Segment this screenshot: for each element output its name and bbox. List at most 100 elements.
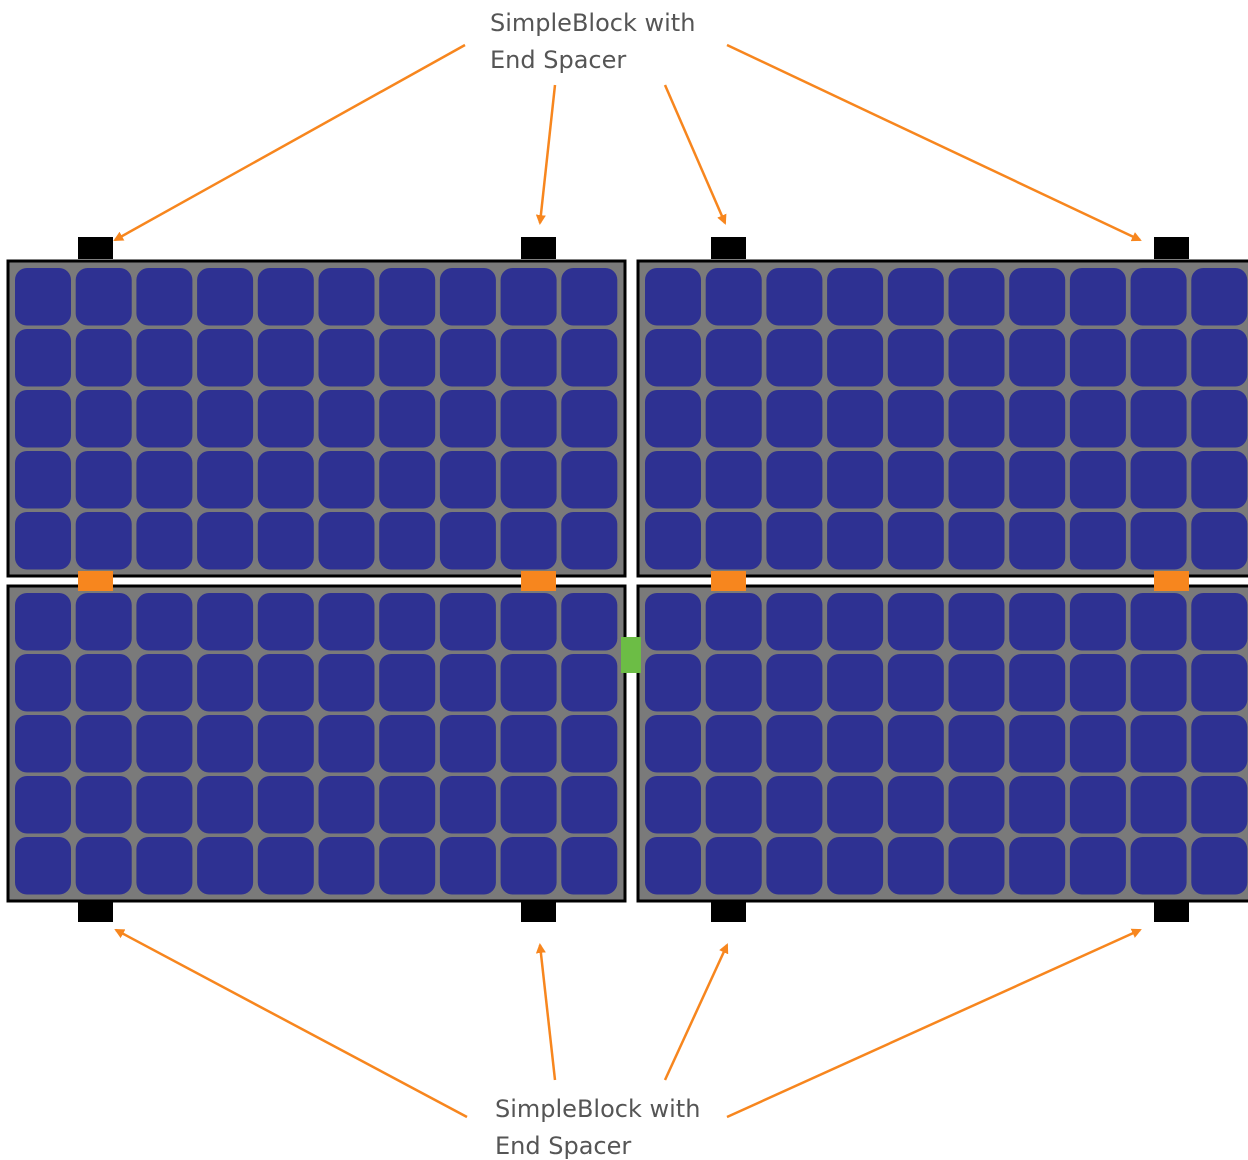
solar-cell bbox=[705, 268, 762, 326]
solar-cell bbox=[948, 451, 1005, 509]
solar-cell bbox=[197, 776, 254, 834]
solar-cell bbox=[766, 837, 823, 895]
solar-cell bbox=[379, 715, 436, 773]
solar-cell bbox=[136, 654, 193, 712]
panel-array bbox=[6, 259, 1248, 903]
solar-cell bbox=[500, 268, 557, 326]
solar-cell bbox=[766, 512, 823, 570]
solar-cell bbox=[948, 268, 1005, 326]
solar-cell bbox=[561, 715, 618, 773]
callout-arrow bbox=[726, 928, 1142, 1119]
top-label-line1: SimpleBlock with bbox=[490, 9, 695, 37]
solar-cell bbox=[948, 593, 1005, 651]
solar-cell bbox=[439, 776, 496, 834]
solar-cell bbox=[197, 451, 254, 509]
solar-cell bbox=[136, 451, 193, 509]
solar-cell bbox=[136, 390, 193, 448]
solar-cell bbox=[645, 837, 701, 895]
solar-cell bbox=[500, 390, 557, 448]
solar-cell bbox=[500, 593, 557, 651]
solar-cell bbox=[318, 268, 375, 326]
mid-spacer bbox=[78, 571, 113, 591]
solar-cell bbox=[561, 512, 618, 570]
mid-spacer bbox=[1154, 571, 1189, 591]
solar-cell bbox=[197, 512, 254, 570]
end-clamp-top bbox=[78, 237, 113, 259]
solar-cell bbox=[1130, 593, 1187, 651]
end-clamp-bottom bbox=[1154, 902, 1189, 922]
solar-cell bbox=[439, 512, 496, 570]
solar-cell bbox=[379, 593, 436, 651]
solar-cell bbox=[1069, 593, 1126, 651]
solar-cell bbox=[887, 837, 944, 895]
solar-cell bbox=[15, 715, 71, 773]
solar-cell bbox=[645, 268, 701, 326]
solar-cell bbox=[645, 329, 701, 387]
solar-cell bbox=[500, 654, 557, 712]
mid-spacer bbox=[521, 571, 556, 591]
solar-cell bbox=[1130, 329, 1187, 387]
solar-cell bbox=[705, 593, 762, 651]
solar-cell bbox=[15, 593, 71, 651]
solar-cell bbox=[887, 512, 944, 570]
solar-cell bbox=[1130, 390, 1187, 448]
end-clamp-top bbox=[711, 237, 746, 259]
solar-cell bbox=[1069, 715, 1126, 773]
solar-cell bbox=[827, 593, 884, 651]
solar-cell bbox=[887, 593, 944, 651]
solar-cell bbox=[887, 451, 944, 509]
solar-cell bbox=[318, 837, 375, 895]
solar-cell bbox=[1009, 329, 1066, 387]
solar-cell bbox=[257, 390, 314, 448]
solar-cell bbox=[1130, 654, 1187, 712]
solar-cell bbox=[1191, 837, 1248, 895]
end-clamp-bottom bbox=[78, 902, 113, 922]
solar-cell bbox=[766, 268, 823, 326]
solar-cell bbox=[1069, 776, 1126, 834]
solar-cell bbox=[257, 776, 314, 834]
solar-cell bbox=[257, 593, 314, 651]
solar-cell bbox=[197, 654, 254, 712]
solar-cell bbox=[1130, 268, 1187, 326]
solar-cell bbox=[197, 593, 254, 651]
solar-cell bbox=[948, 776, 1005, 834]
bottom-label-line1: SimpleBlock with bbox=[495, 1095, 700, 1123]
solar-cell bbox=[705, 654, 762, 712]
callout-arrow bbox=[535, 943, 557, 1081]
solar-cell bbox=[136, 593, 193, 651]
solar-cell bbox=[439, 654, 496, 712]
solar-cell bbox=[136, 268, 193, 326]
solar-cell bbox=[887, 329, 944, 387]
solar-cell bbox=[197, 715, 254, 773]
solar-cell bbox=[645, 512, 701, 570]
solar-cell bbox=[766, 715, 823, 773]
solar-cell bbox=[257, 329, 314, 387]
solar-cell bbox=[197, 329, 254, 387]
solar-cell bbox=[1191, 715, 1248, 773]
solar-cell bbox=[766, 654, 823, 712]
bottom-label-line2: End Spacer bbox=[495, 1132, 631, 1160]
solar-cell bbox=[1130, 776, 1187, 834]
solar-cell bbox=[1069, 837, 1126, 895]
solar-cell bbox=[1191, 512, 1248, 570]
solar-cell bbox=[705, 776, 762, 834]
solar-cell bbox=[136, 715, 193, 773]
solar-cell bbox=[75, 451, 132, 509]
callout-arrow bbox=[663, 84, 727, 225]
solar-cell bbox=[827, 776, 884, 834]
solar-cell bbox=[887, 268, 944, 326]
callout-arrow bbox=[726, 43, 1142, 242]
solar-cell bbox=[379, 512, 436, 570]
solar-cell bbox=[766, 329, 823, 387]
mid-spacer bbox=[711, 571, 746, 591]
solar-cell bbox=[705, 390, 762, 448]
solar-cell bbox=[645, 715, 701, 773]
solar-cell bbox=[15, 654, 71, 712]
solar-cell bbox=[379, 837, 436, 895]
solar-cell bbox=[1130, 837, 1187, 895]
bottom-label: SimpleBlock with End Spacer bbox=[495, 1095, 700, 1160]
solar-cell bbox=[1009, 512, 1066, 570]
solar-cell bbox=[257, 268, 314, 326]
solar-cell bbox=[645, 593, 701, 651]
